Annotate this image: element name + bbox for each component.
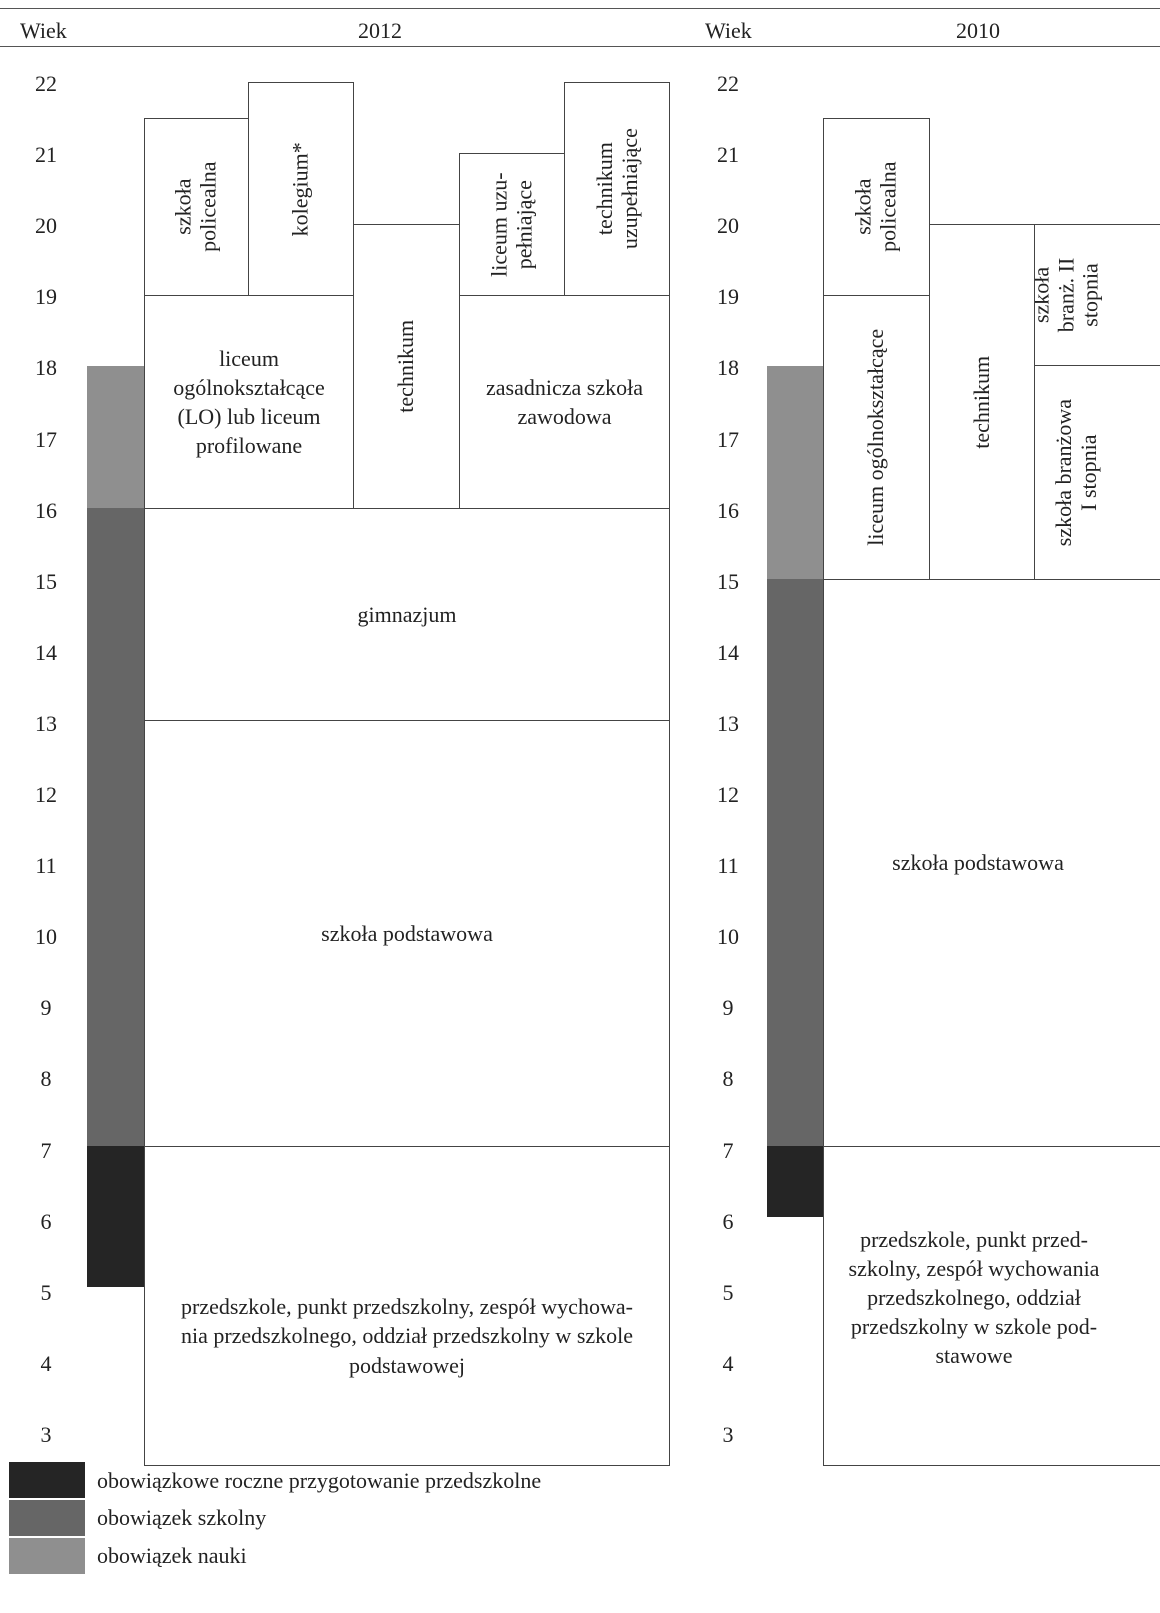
box-liceum-2012: liceum ogólnokształcące (LO) lub liceum … — [144, 295, 354, 509]
legend-label-obowiazek-nauki: obowiązek nauki — [97, 1543, 247, 1568]
band-obowiazek-szkolny-right — [767, 579, 824, 1146]
age-tick-left: 14 — [35, 639, 57, 665]
age-tick-right: 22 — [717, 71, 739, 96]
box-gimnazjum-2012: gimnazjum — [144, 508, 670, 721]
age-tick-right: 7 — [722, 1137, 734, 1163]
age-tick-right: 14 — [717, 639, 739, 665]
age-tick-right: 10 — [717, 924, 739, 950]
legend-swatch-przygotowanie — [9, 1462, 85, 1498]
box-przedszkole-2012: przedszkole, punkt przedszkolny, zespół … — [144, 1146, 670, 1466]
box-szkola-branz-ii-2010: szkoła branż. II stopnia — [1034, 224, 1160, 366]
age-tick-right: 15 — [717, 568, 739, 594]
szkola-branz-ii-label: szkoła branż. II stopnia — [1034, 257, 1103, 333]
year-header-right: 2010 — [956, 18, 1000, 43]
header-top-rule — [0, 8, 1160, 9]
age-tick-left: 3 — [40, 1421, 52, 1447]
legend-swatch-obowiazek-nauki — [9, 1538, 85, 1574]
age-tick-left: 22 — [35, 71, 57, 96]
age-tick-right: 5 — [722, 1279, 734, 1305]
age-tick-left: 13 — [35, 710, 57, 736]
technikum-label-2010: technikum — [968, 355, 994, 449]
szkola-policealna-label: szkoła policealna — [170, 161, 221, 253]
age-tick-left: 20 — [35, 213, 57, 239]
przedszkole-label: przedszkole, punkt przedszkolny, zespół … — [180, 1294, 634, 1378]
przedszkole-label-2010: przedszkole, punkt przed- szkolny, zespó… — [848, 1227, 1100, 1369]
band-obowiazek-szkolny-left — [87, 508, 144, 1146]
age-tick-left: 19 — [35, 284, 57, 310]
band-obowiazek-nauki-left — [87, 366, 144, 508]
liceum-uzupelniajace-label: liceum uzu- pełniające — [486, 172, 536, 277]
age-tick-left: 16 — [35, 497, 57, 523]
age-tick-right: 16 — [717, 497, 739, 523]
age-tick-right: 18 — [717, 355, 739, 381]
box-szkola-policealna-2012: szkoła policealna — [144, 118, 249, 296]
zasadnicza-label: zasadnicza szkoła zawodowa — [486, 374, 643, 429]
band-obowiazek-nauki-right — [767, 366, 824, 579]
age-tick-left: 6 — [40, 1208, 52, 1234]
age-tick-left: 18 — [35, 355, 57, 381]
box-technikum-2012: technikum — [353, 224, 460, 509]
box-zasadnicza-2012: zasadnicza szkoła zawodowa — [459, 295, 670, 509]
age-tick-right: 20 — [717, 213, 739, 239]
age-tick-left: 5 — [40, 1279, 52, 1305]
age-tick-left: 21 — [35, 142, 57, 168]
age-tick-left: 17 — [35, 426, 57, 452]
gimnazjum-label: gimnazjum — [357, 601, 457, 627]
box-szkola-podstawowa-2010: szkoła podstawowa — [823, 579, 1160, 1147]
age-tick-right: 9 — [722, 995, 734, 1021]
box-technikum-2010: technikum — [929, 224, 1035, 580]
age-tick-right: 21 — [717, 142, 739, 168]
age-tick-right: 8 — [722, 1066, 734, 1092]
szkola-branz-i-label: szkoła branżowa I stopnia — [1050, 398, 1101, 547]
age-tick-right: 6 — [722, 1208, 734, 1234]
age-tick-left: 4 — [40, 1350, 52, 1376]
box-liceum-uzupelniajace-2012: liceum uzu- pełniające — [459, 153, 565, 296]
age-tick-left: 12 — [35, 782, 57, 807]
box-kolegium-2012: kolegium* — [248, 82, 354, 296]
legend-swatch-obowiazek-szkolny — [9, 1500, 85, 1536]
age-column-header-right: Wiek — [705, 18, 752, 43]
age-tick-left: 8 — [40, 1066, 52, 1092]
liceum-label: liceum ogólnokształcące (LO) lub liceum … — [173, 345, 325, 459]
age-tick-right: 17 — [717, 426, 739, 452]
box-szkola-branz-i-2010: szkoła branżowa I stopnia — [1034, 365, 1160, 580]
box-technikum-uzupelniajace-2012: technikum uzupełniające — [564, 82, 670, 296]
age-tick-left: 7 — [40, 1137, 52, 1163]
legend-label-przygotowanie: obowiązkowe roczne przygotowanie przedsz… — [97, 1468, 542, 1493]
age-tick-left: 10 — [35, 924, 57, 950]
age-tick-left: 11 — [35, 853, 57, 879]
technikum-label: technikum — [393, 320, 419, 413]
band-przygotowanie-left — [87, 1146, 144, 1287]
year-header-left: 2012 — [358, 18, 402, 43]
kolegium-label: kolegium* — [287, 141, 313, 237]
age-tick-right: 11 — [717, 853, 739, 879]
age-tick-right: 12 — [717, 782, 739, 807]
age-tick-left: 15 — [35, 568, 57, 594]
szkola-podstawowa-label-2010: szkoła podstawowa — [892, 850, 1064, 876]
age-tick-right: 3 — [722, 1421, 734, 1447]
age-tick-right: 13 — [717, 710, 739, 736]
band-przygotowanie-right — [767, 1146, 824, 1217]
box-szkola-podstawowa-2012: szkoła podstawowa — [144, 720, 670, 1147]
age-tick-left: 9 — [40, 995, 52, 1021]
legend-label-obowiazek-szkolny: obowiązek szkolny — [97, 1505, 267, 1530]
box-przedszkole-2010: przedszkole, punkt przed- szkolny, zespó… — [823, 1146, 1160, 1466]
box-liceum-2010: liceum ogólnokształcące — [823, 295, 930, 580]
header-bottom-rule — [0, 46, 1160, 47]
box-szkola-policealna-2010: szkoła policealna — [823, 118, 930, 296]
age-tick-right: 19 — [717, 284, 739, 310]
liceum-label-2010: liceum ogólnokształcące — [863, 329, 889, 546]
szkola-policealna-label-2010: szkoła policealna — [850, 161, 901, 253]
szkola-podstawowa-label: szkoła podstawowa — [321, 920, 493, 946]
age-tick-right: 4 — [722, 1350, 734, 1376]
technikum-uzupelniajace-label: technikum uzupełniające — [591, 128, 641, 250]
age-column-header-left: Wiek — [20, 18, 67, 43]
